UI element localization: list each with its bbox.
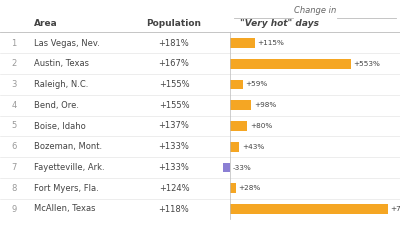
Text: Area: Area bbox=[34, 19, 58, 28]
Text: +137%: +137% bbox=[158, 122, 190, 130]
Text: Fort Myers, Fla.: Fort Myers, Fla. bbox=[34, 184, 99, 193]
Text: 1: 1 bbox=[11, 38, 17, 47]
Text: +43%: +43% bbox=[242, 144, 264, 150]
Text: +155%: +155% bbox=[159, 80, 189, 89]
Text: Bozeman, Mont.: Bozeman, Mont. bbox=[34, 142, 102, 151]
Bar bbox=[230, 59, 351, 69]
Text: +115%: +115% bbox=[258, 40, 284, 46]
Text: Austin, Texas: Austin, Texas bbox=[34, 59, 89, 68]
Text: +181%: +181% bbox=[159, 38, 189, 47]
Text: -33%: -33% bbox=[232, 164, 251, 171]
Text: Fayetteville, Ark.: Fayetteville, Ark. bbox=[34, 163, 105, 172]
Text: +553%: +553% bbox=[353, 61, 380, 67]
Text: Change in: Change in bbox=[294, 6, 336, 15]
Text: 2: 2 bbox=[11, 59, 17, 68]
Text: 3: 3 bbox=[11, 80, 17, 89]
Bar bbox=[230, 142, 239, 152]
Text: 9: 9 bbox=[11, 205, 17, 214]
Bar bbox=[230, 121, 248, 131]
Text: 4: 4 bbox=[11, 101, 17, 110]
Text: +98%: +98% bbox=[254, 102, 276, 108]
Text: +80%: +80% bbox=[250, 123, 272, 129]
Text: Raleigh, N.C.: Raleigh, N.C. bbox=[34, 80, 88, 89]
Bar bbox=[223, 162, 230, 173]
Text: +155%: +155% bbox=[159, 101, 189, 110]
Text: 5: 5 bbox=[11, 122, 17, 130]
Text: +167%: +167% bbox=[158, 59, 190, 68]
Text: McAllen, Texas: McAllen, Texas bbox=[34, 205, 96, 214]
Text: Population: Population bbox=[146, 19, 202, 28]
Text: +724%: +724% bbox=[390, 206, 400, 212]
Bar bbox=[230, 79, 243, 90]
Bar bbox=[230, 183, 236, 193]
Bar bbox=[230, 100, 251, 110]
Text: +28%: +28% bbox=[238, 185, 261, 191]
Text: Bend, Ore.: Bend, Ore. bbox=[34, 101, 79, 110]
Text: Boise, Idaho: Boise, Idaho bbox=[34, 122, 86, 130]
Text: "Very hot" days: "Very hot" days bbox=[240, 19, 319, 28]
Text: +118%: +118% bbox=[159, 205, 189, 214]
Text: 6: 6 bbox=[11, 142, 17, 151]
Bar bbox=[230, 38, 255, 48]
Text: +133%: +133% bbox=[158, 142, 190, 151]
Text: 8: 8 bbox=[11, 184, 17, 193]
Text: 7: 7 bbox=[11, 163, 17, 172]
Text: +124%: +124% bbox=[159, 184, 189, 193]
Text: Las Vegas, Nev.: Las Vegas, Nev. bbox=[34, 38, 100, 47]
Bar bbox=[230, 204, 388, 214]
Text: +133%: +133% bbox=[158, 163, 190, 172]
Text: +59%: +59% bbox=[245, 81, 268, 88]
